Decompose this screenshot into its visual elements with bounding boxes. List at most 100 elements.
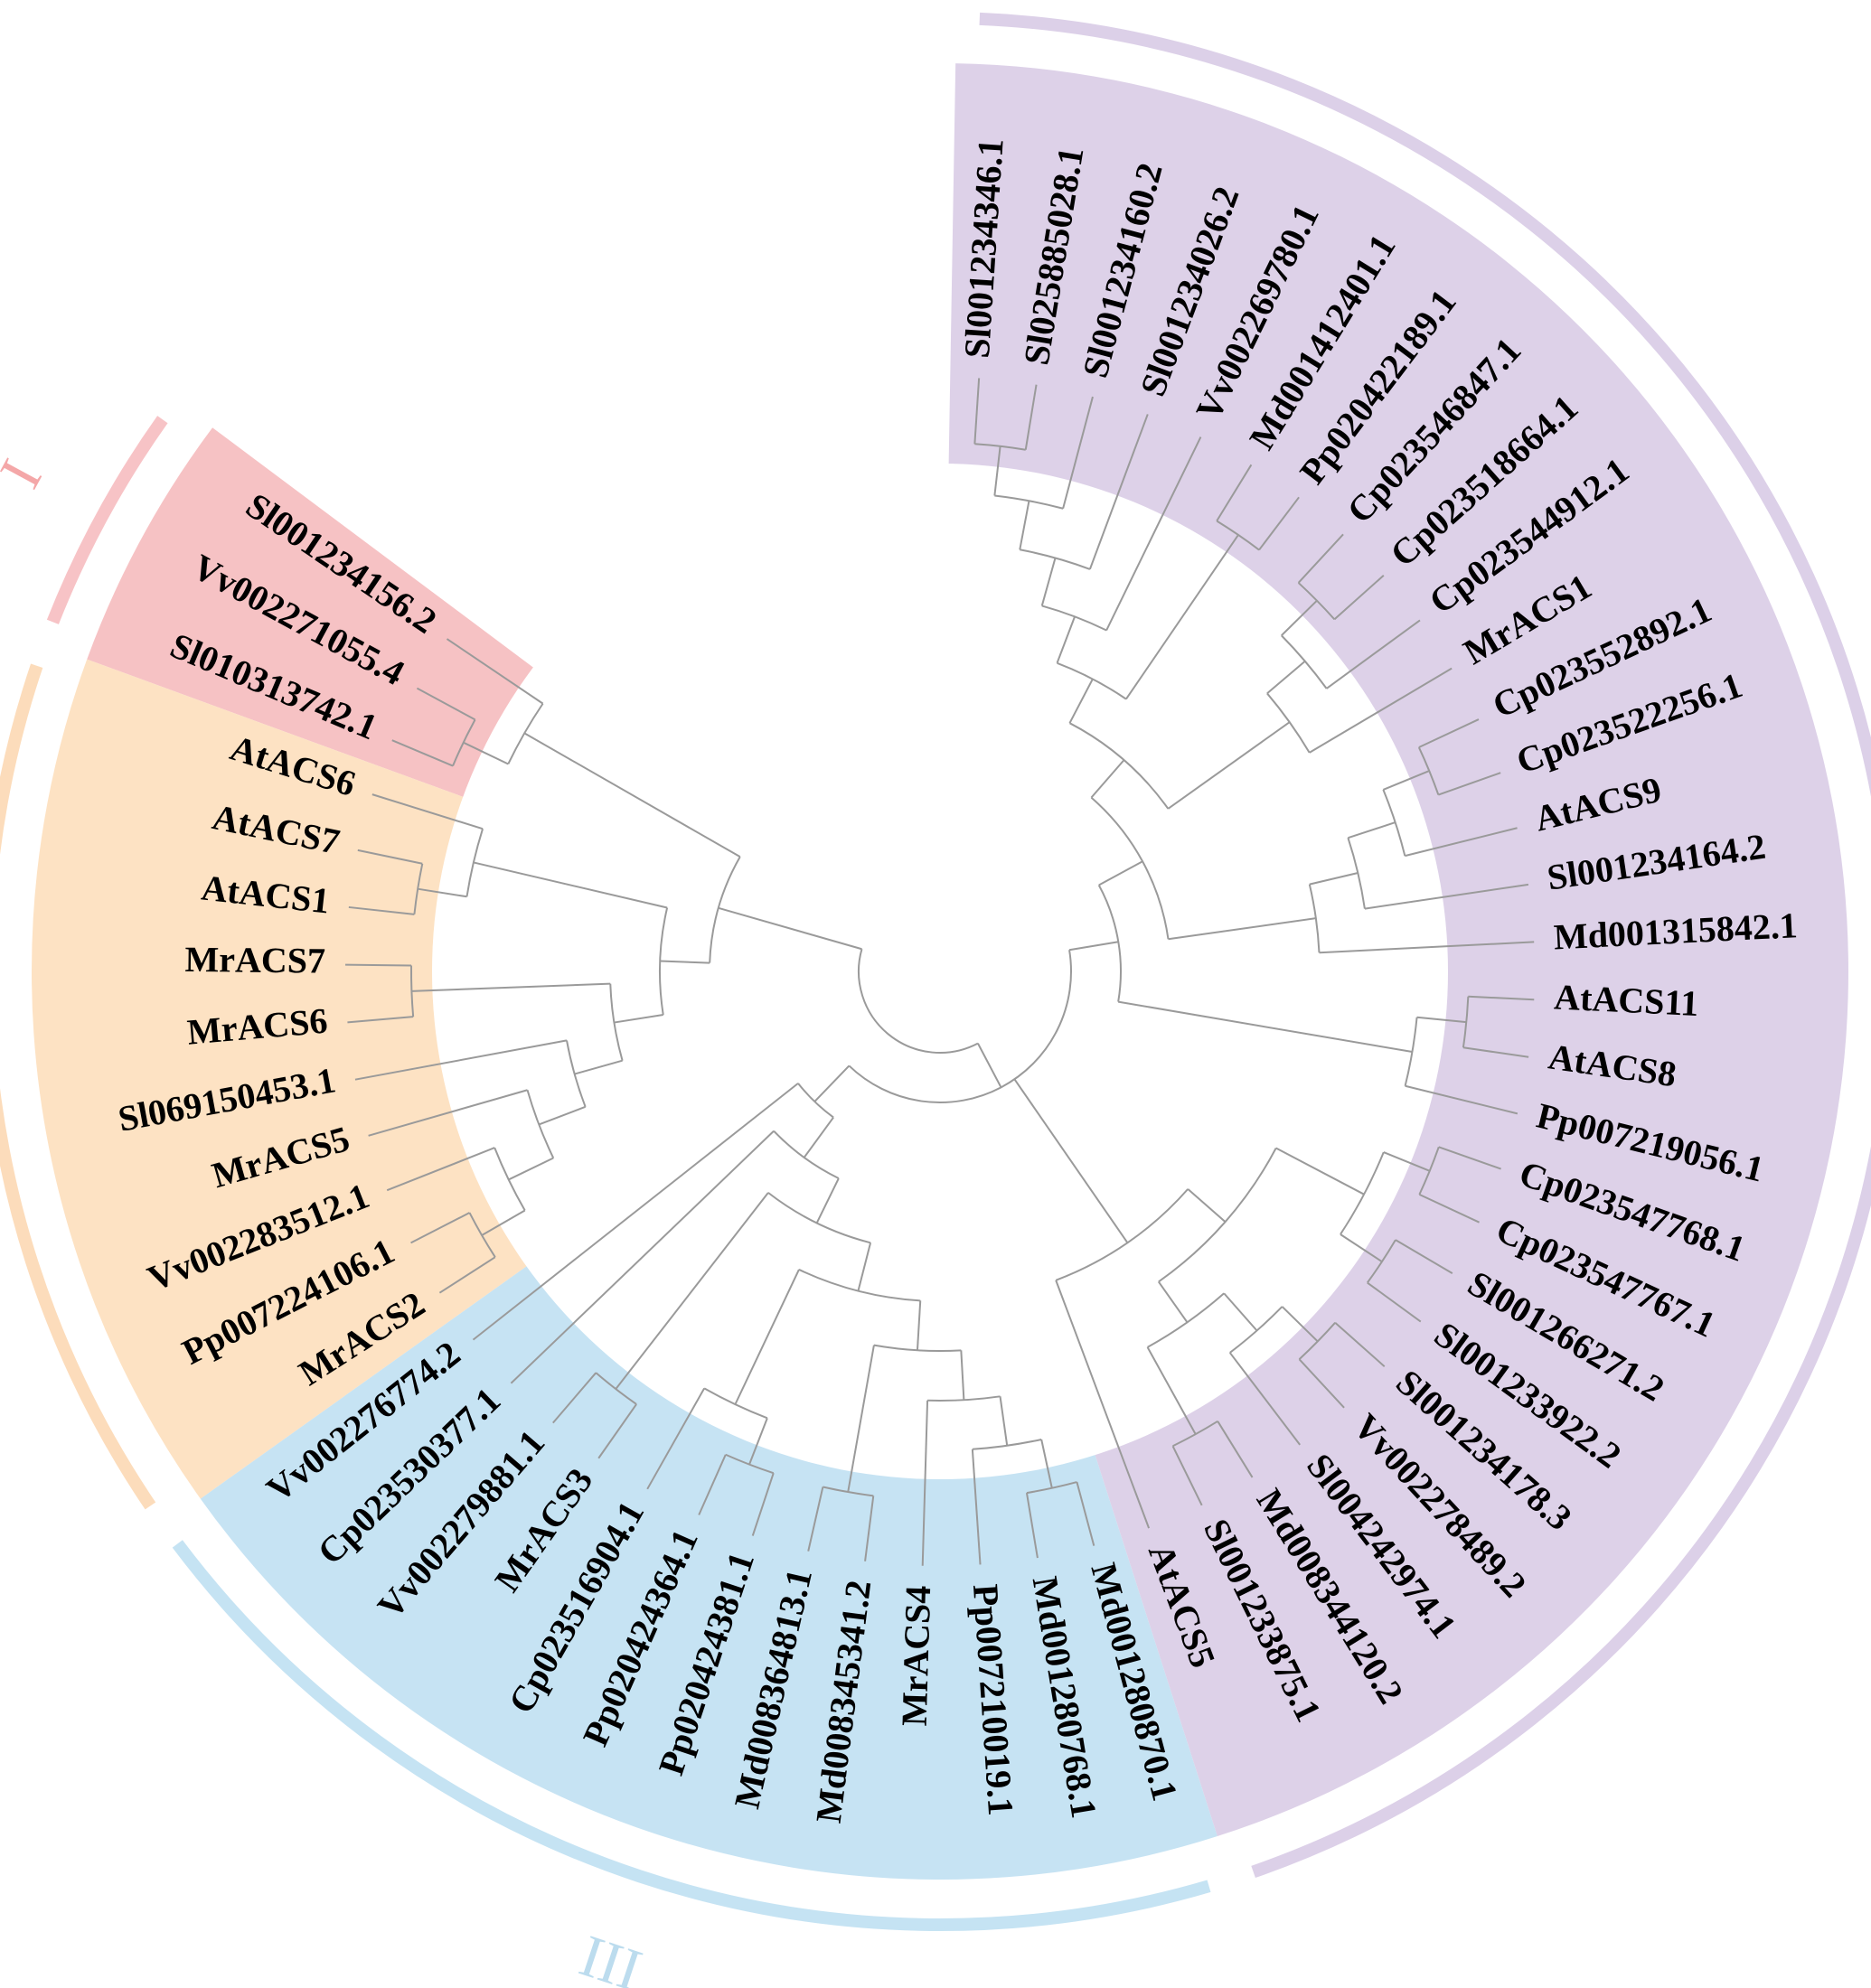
branch-line: [347, 1016, 414, 1024]
branch-line: [999, 1396, 1009, 1446]
branch-line: [1367, 1281, 1422, 1323]
branch-arc: [465, 828, 484, 897]
branch-arc: [1266, 692, 1311, 754]
branch-line: [847, 1345, 875, 1493]
clade-III-arc: [172, 1540, 1211, 1931]
branch-line: [1117, 1000, 1413, 1054]
branch-line: [1090, 759, 1125, 799]
branch-line: [472, 1083, 799, 1341]
branch-line: [1168, 917, 1316, 941]
branch-arc: [798, 1269, 921, 1302]
branch-line: [1297, 533, 1344, 584]
branch-arc: [659, 907, 669, 1016]
leaf-label: MrACS7: [184, 939, 325, 981]
clade-I-sector: [87, 427, 535, 798]
clade-II-sector: [31, 659, 529, 1499]
clade-I-label: I: [0, 449, 55, 498]
branch-line: [1068, 941, 1119, 952]
branch-line: [993, 445, 1001, 496]
branch-line: [1405, 1084, 1518, 1115]
branch-line: [371, 793, 484, 830]
branch-arc: [873, 1344, 962, 1352]
branch-line: [1187, 1188, 1227, 1223]
branch-arc: [709, 856, 741, 963]
branch-line: [418, 887, 467, 898]
branch-line: [1340, 1233, 1383, 1263]
branch-line: [1167, 721, 1291, 810]
branch-arc: [1057, 661, 1127, 700]
branch-line: [1334, 1321, 1386, 1367]
branch-line: [1040, 558, 1057, 606]
branch-arc: [1462, 996, 1470, 1048]
branch-line: [1258, 496, 1300, 551]
branch-line: [1055, 1280, 1151, 1529]
branch-line: [1088, 414, 1149, 570]
branch-arc: [703, 1387, 768, 1420]
branch-line: [734, 1269, 800, 1405]
branch-line: [1076, 1481, 1095, 1546]
branch-line: [1056, 615, 1076, 664]
branch-line: [1040, 1439, 1053, 1488]
branch-line: [1062, 396, 1094, 510]
clade-II-arc: [0, 663, 156, 1510]
branch-arc: [1041, 605, 1107, 632]
leaf-label: MrACS4: [894, 1585, 939, 1727]
clade-IV-arc: [979, 12, 1871, 1879]
branch-arc: [1216, 520, 1260, 551]
branch-arc: [848, 950, 1072, 1103]
branch-line: [614, 1014, 663, 1024]
branch-line: [1281, 1306, 1319, 1343]
branch-line: [1019, 501, 1030, 550]
clade-III-label: III: [572, 1922, 650, 1988]
branch-arc: [609, 983, 624, 1061]
leaf-label: AtACS11: [1553, 976, 1699, 1024]
branch-arc: [452, 718, 476, 766]
branch-line: [1024, 384, 1038, 450]
branch-arc: [1068, 722, 1170, 810]
branch-arc: [494, 1147, 526, 1212]
branch-line: [574, 1059, 623, 1075]
branch-line: [1171, 1445, 1203, 1506]
tree-branches: [345, 378, 1535, 1566]
branch-line: [345, 963, 412, 967]
clade-III-sector: [200, 1265, 1218, 1880]
branch-line: [481, 1209, 526, 1236]
branch-line: [416, 687, 476, 721]
branch-arc: [994, 494, 1064, 510]
branch-line: [463, 741, 509, 765]
inner-disc: [432, 464, 1448, 1479]
branch-line: [646, 1387, 706, 1490]
branch-line: [1098, 860, 1143, 886]
branch-line: [803, 1116, 834, 1158]
branch-line: [1281, 599, 1318, 636]
branch-line: [410, 1212, 470, 1244]
branch-line: [348, 905, 415, 915]
branch-line: [1326, 619, 1421, 689]
branch-line: [973, 378, 981, 445]
branch-line: [1013, 1078, 1129, 1243]
branch-line: [1438, 1146, 1501, 1170]
branch-line: [864, 1496, 875, 1561]
branch-line: [538, 1105, 587, 1126]
branch-arc: [1281, 634, 1328, 689]
branch-line: [1223, 1292, 1258, 1332]
branch-line: [552, 1372, 597, 1424]
branch-line: [1395, 1239, 1453, 1275]
branch-arc: [1308, 884, 1321, 953]
branch-line: [1418, 1193, 1480, 1224]
branch-line: [977, 1043, 1002, 1088]
branch-line: [971, 1449, 982, 1565]
branch-arc: [1382, 789, 1406, 857]
branch-line: [857, 1242, 872, 1291]
branch-line: [1309, 872, 1359, 886]
branch-line: [446, 638, 544, 705]
branch-line: [1438, 772, 1501, 796]
branch-line: [1266, 660, 1306, 695]
branch-line: [1105, 436, 1202, 631]
branch-line: [1298, 1358, 1345, 1409]
branch-arc: [972, 1439, 1042, 1450]
branch-line: [748, 1417, 768, 1465]
branch-arc: [1347, 837, 1366, 909]
branch-line: [411, 982, 611, 992]
branch-line: [1319, 941, 1535, 954]
